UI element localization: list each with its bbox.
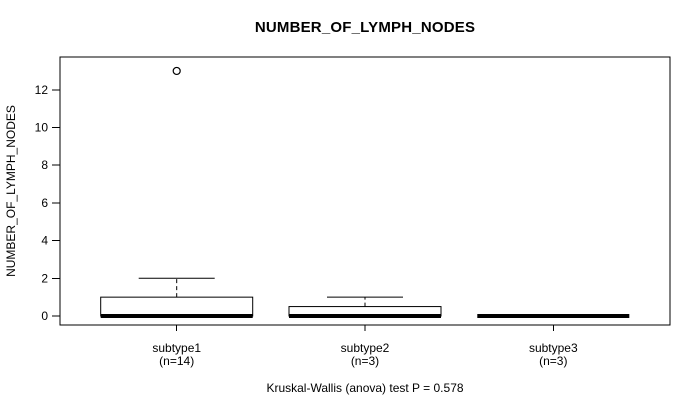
x-category-count: (n=14) [159,354,194,368]
outlier-point [172,66,181,76]
y-tick-label: 0 [41,309,48,323]
plot-frame [59,56,671,326]
chart-title: NUMBER_OF_LYMPH_NODES [254,19,476,36]
y-tick-label: 8 [41,158,48,172]
x-category-count: (n=3) [351,354,379,368]
y-tick-label: 12 [35,83,49,97]
y-tick-label: 2 [41,271,48,285]
x-category-count: (n=3) [539,354,567,368]
y-tick-label: 10 [35,121,49,135]
stat-test-caption: Kruskal-Wallis (anova) test P = 0.578 [266,381,464,395]
x-category-label: subtype3 [529,341,578,355]
y-tick-label: 6 [41,196,48,210]
x-category-label: subtype1 [152,341,201,355]
x-category-label: subtype2 [341,341,390,355]
box [100,296,254,317]
y-tick-label: 4 [41,234,48,248]
